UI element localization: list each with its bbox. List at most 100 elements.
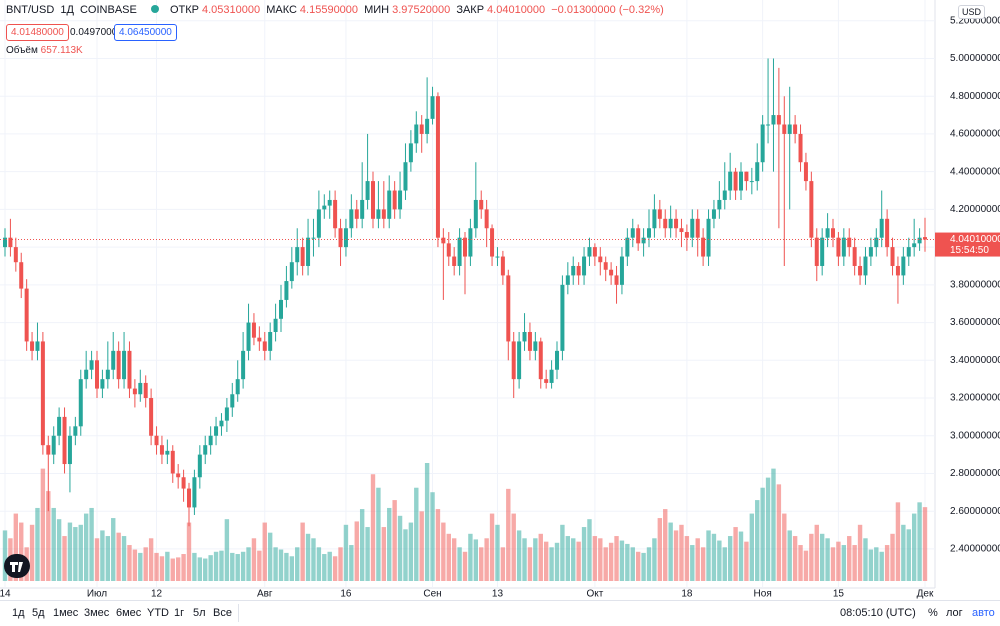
range-button[interactable]: YTD xyxy=(147,607,169,619)
range-button[interactable]: 1д xyxy=(12,607,25,619)
volume-bar xyxy=(798,545,803,581)
low-value: 3.97520000 xyxy=(392,4,451,16)
volume-bar xyxy=(522,538,527,581)
volume-bar xyxy=(354,521,359,581)
candle-body xyxy=(257,337,262,342)
volume-bar xyxy=(219,550,224,581)
volume-bar xyxy=(668,522,673,581)
candle-body xyxy=(295,247,300,263)
candle-body xyxy=(425,118,430,134)
volume-bar xyxy=(121,536,127,581)
y-tick-label: 3.00000000 xyxy=(950,430,1000,441)
range-button[interactable]: 3мес xyxy=(84,607,110,619)
range-button[interactable]: 5л xyxy=(193,607,206,619)
status-dot xyxy=(150,5,159,13)
volume-bar xyxy=(884,545,890,581)
range-button[interactable]: 1г xyxy=(174,607,185,619)
volume-bar xyxy=(787,530,792,581)
range-button[interactable]: Все xyxy=(213,607,232,619)
volume-bar xyxy=(733,527,738,581)
volume-bar xyxy=(46,491,51,581)
high-value: 4.15590000 xyxy=(299,4,359,16)
y-tick-label: 4.20000000 xyxy=(950,204,1000,215)
candle-body xyxy=(565,275,570,285)
candle-body xyxy=(511,341,516,380)
candle-body xyxy=(208,435,213,446)
volume-bar xyxy=(922,507,928,581)
volume-bar xyxy=(598,538,603,581)
candle-body xyxy=(468,228,473,257)
candle-body xyxy=(67,435,72,465)
candle-body xyxy=(251,322,256,338)
bid-box[interactable]: 4.01480000 xyxy=(6,24,69,41)
candle-body xyxy=(230,394,235,408)
volume-bar xyxy=(879,551,884,581)
volume-bar xyxy=(706,530,711,581)
candle-body xyxy=(652,209,657,229)
volume-bar xyxy=(240,551,246,581)
range-button[interactable]: 1мес xyxy=(53,607,79,619)
y-tick-label: 4.40000000 xyxy=(950,166,1000,177)
candle-body xyxy=(322,205,327,210)
candle-body xyxy=(408,143,413,163)
candle-body xyxy=(273,318,278,332)
volume-bar xyxy=(424,463,430,581)
range-button[interactable]: 6мес xyxy=(116,607,142,619)
y-tick-label: 2.40000000 xyxy=(950,544,1000,555)
candle-body xyxy=(912,243,917,248)
candle-body xyxy=(35,341,40,351)
volume-bar xyxy=(489,513,495,581)
volume-bar xyxy=(911,513,917,581)
candle-body xyxy=(766,124,771,126)
volume-bar xyxy=(825,538,830,581)
candle-body xyxy=(684,232,689,238)
candle-body xyxy=(214,426,219,436)
candle-body xyxy=(787,124,792,134)
volume-bar xyxy=(576,541,581,581)
volume-bar xyxy=(262,522,267,581)
volume-bar xyxy=(159,556,165,581)
range-button[interactable]: 5д xyxy=(32,607,45,619)
volume-bar xyxy=(847,536,852,581)
symbol: BNT/USD xyxy=(6,4,55,16)
candle-body xyxy=(354,209,359,219)
ask-box[interactable]: 4.06450000 xyxy=(114,24,177,41)
volume-bar xyxy=(830,547,836,581)
volume-bar xyxy=(105,536,111,581)
volume-bar xyxy=(738,531,744,581)
candle-body xyxy=(744,171,749,182)
separator xyxy=(238,604,239,622)
volume-bar xyxy=(700,547,706,581)
x-tick-label: 13 xyxy=(492,589,504,600)
volume-bar xyxy=(484,538,489,581)
auto-button[interactable]: авто xyxy=(972,607,995,619)
volume-bar xyxy=(451,538,457,581)
candle-body xyxy=(820,237,825,266)
candle-body xyxy=(549,369,554,383)
candle-body xyxy=(663,218,668,229)
candle-body xyxy=(192,477,197,508)
candle-body xyxy=(343,228,348,248)
volume-bar xyxy=(441,522,446,581)
last-price-box xyxy=(935,232,1000,257)
volume-bar xyxy=(603,547,608,581)
volume-bar xyxy=(192,552,197,581)
volume-bar xyxy=(516,530,522,581)
candle-body xyxy=(592,247,597,257)
volume-bar xyxy=(776,484,782,581)
candle-body xyxy=(338,228,343,248)
volume-bar xyxy=(479,547,484,581)
currency-button[interactable]: USD xyxy=(958,5,986,19)
percent-button[interactable]: % xyxy=(928,607,938,619)
volume-bar xyxy=(906,529,911,581)
volume-bar xyxy=(630,547,635,581)
candle-body xyxy=(603,262,608,270)
y-tick-label: 2.80000000 xyxy=(950,468,1000,479)
volume-bar xyxy=(717,540,722,581)
y-tick-label: 3.80000000 xyxy=(950,279,1000,290)
candle-body xyxy=(127,350,132,389)
volume-bar xyxy=(19,522,24,581)
log-button[interactable]: лог xyxy=(946,607,963,619)
candle-body xyxy=(863,256,868,276)
candle-body xyxy=(51,435,56,455)
